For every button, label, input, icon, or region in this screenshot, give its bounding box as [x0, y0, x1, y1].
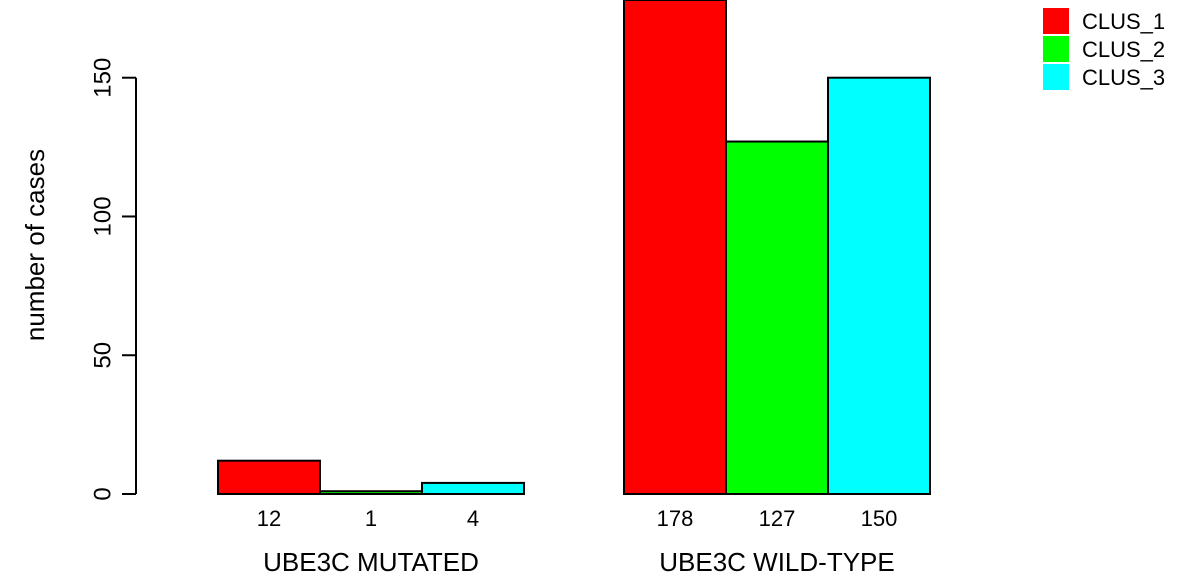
bar-clus-3-group-2	[827, 76, 931, 496]
legend-swatch-clus-2	[1043, 36, 1069, 62]
bar-value-label: 178	[657, 506, 694, 531]
y-axis-title: number of cases	[20, 149, 50, 341]
group-labels: UBE3C MUTATED UBE3C WILD-TYPE	[263, 547, 895, 577]
legend-label: CLUS_2	[1082, 37, 1165, 62]
group-label: UBE3C WILD-TYPE	[659, 547, 895, 577]
bar-clus-1-group-1	[217, 459, 321, 495]
bar-value-label: 150	[861, 506, 898, 531]
bar-clus-3-group-1	[421, 481, 525, 495]
bar-clus-1-group-2	[623, 0, 727, 495]
bar-clus-2-group-1	[319, 490, 423, 496]
bars	[217, 0, 931, 496]
bar-value-label: 4	[467, 506, 479, 531]
legend-swatch-clus-1	[1043, 8, 1069, 34]
legend-label: CLUS_1	[1082, 9, 1165, 34]
y-axis: 0 50 100 150	[89, 58, 137, 501]
bar-value-label: 12	[257, 506, 281, 531]
value-labels: 12 178 1 127 4 150	[257, 506, 898, 531]
bar-value-label: 127	[759, 506, 796, 531]
y-tick-label: 100	[89, 196, 116, 236]
legend-label: CLUS_3	[1082, 65, 1165, 90]
y-tick-label: 0	[89, 487, 116, 500]
group-label: UBE3C MUTATED	[263, 547, 479, 577]
legend-swatch-clus-3	[1043, 64, 1069, 90]
y-tick-label: 150	[89, 58, 116, 98]
y-tick-label: 50	[89, 342, 116, 369]
bar-clus-2-group-2	[725, 140, 829, 495]
bar-value-label: 1	[365, 506, 377, 531]
legend: CLUS_1 CLUS_2 CLUS_3	[1043, 8, 1165, 90]
